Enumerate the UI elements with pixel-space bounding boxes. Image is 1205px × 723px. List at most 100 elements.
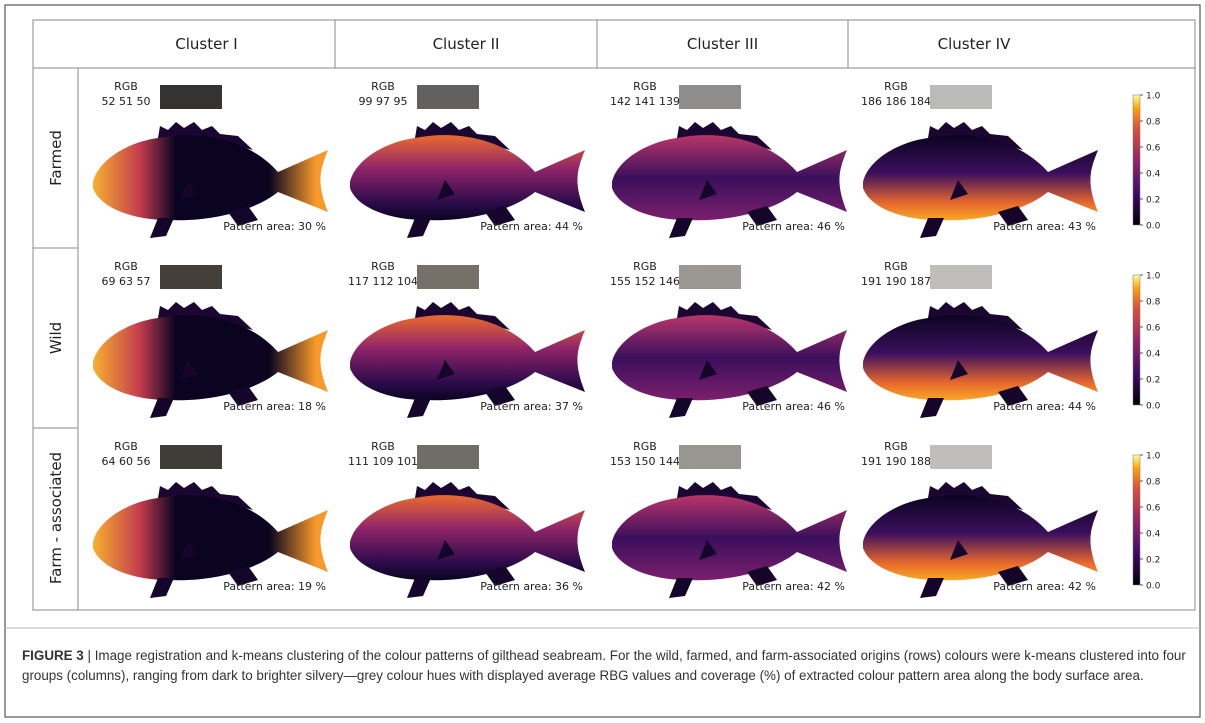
rgb-label: RGB bbox=[633, 80, 657, 93]
rgb-label: RGB bbox=[884, 80, 908, 93]
colour-swatch bbox=[930, 265, 992, 289]
rgb-label: RGB bbox=[633, 440, 657, 453]
colorbar-tick-label: 0.6 bbox=[1146, 144, 1161, 154]
rgb-values: 142 141 139 bbox=[610, 95, 680, 108]
fish-fin bbox=[920, 398, 944, 418]
fish-fin bbox=[699, 180, 717, 200]
rgb-label: RGB bbox=[114, 260, 138, 273]
colorbar-tick-label: 0.4 bbox=[1146, 350, 1161, 360]
fish-body bbox=[612, 135, 847, 221]
fish-fin bbox=[437, 540, 455, 560]
fish-fin bbox=[747, 566, 777, 586]
colour-swatch bbox=[417, 445, 479, 469]
fish-fin bbox=[180, 180, 198, 200]
column-header: Cluster IV bbox=[938, 35, 1011, 53]
pattern-area: Pattern area: 46 % bbox=[742, 400, 845, 413]
rgb-values: 153 150 144 bbox=[610, 455, 680, 468]
colorbar-tick-label: 0.8 bbox=[1146, 118, 1161, 128]
fish-body bbox=[612, 315, 847, 401]
rgb-label: RGB bbox=[884, 260, 908, 273]
fish-heatmap bbox=[93, 302, 328, 418]
fish-fin bbox=[699, 360, 717, 380]
colour-swatch bbox=[160, 445, 222, 469]
rgb-label: RGB bbox=[371, 80, 395, 93]
colour-swatch bbox=[679, 445, 741, 469]
colorbar-tick-label: 0.2 bbox=[1146, 376, 1160, 386]
pattern-area: Pattern area: 44 % bbox=[993, 400, 1096, 413]
fish-heatmap bbox=[350, 302, 585, 418]
fish-body bbox=[612, 495, 847, 581]
outer-frame bbox=[4, 4, 1201, 718]
colorbar-tick-label: 0.8 bbox=[1146, 298, 1161, 308]
pattern-area: Pattern area: 46 % bbox=[742, 220, 845, 233]
rgb-label: RGB bbox=[633, 260, 657, 273]
row-label: Farm - associated bbox=[47, 452, 65, 584]
colorbar-tick-label: 1.0 bbox=[1146, 452, 1161, 462]
rgb-values: 52 51 50 bbox=[102, 95, 151, 108]
colorbar-tick-label: 0.8 bbox=[1146, 478, 1161, 488]
fish-heatmap bbox=[350, 482, 585, 598]
rgb-values: 99 97 95 bbox=[359, 95, 408, 108]
pattern-area: Pattern area: 42 % bbox=[742, 580, 845, 593]
fish-fin bbox=[485, 386, 515, 406]
colour-swatch bbox=[679, 265, 741, 289]
colour-swatch bbox=[679, 85, 741, 109]
rgb-label: RGB bbox=[114, 440, 138, 453]
rgb-values: 64 60 56 bbox=[102, 455, 151, 468]
fish-fin bbox=[998, 386, 1028, 406]
colorbar-tick-label: 0.0 bbox=[1146, 222, 1161, 232]
fish-fin bbox=[407, 578, 431, 598]
colour-swatch bbox=[160, 85, 222, 109]
colour-swatch bbox=[160, 265, 222, 289]
fish-fin bbox=[920, 218, 944, 238]
colour-swatch bbox=[417, 265, 479, 289]
fish-heatmap bbox=[612, 302, 847, 418]
fish-fin bbox=[150, 218, 174, 238]
fish-body bbox=[863, 135, 1098, 221]
rgb-values: 186 186 184 bbox=[861, 95, 931, 108]
fish-body bbox=[350, 315, 585, 401]
fish-fin bbox=[485, 206, 515, 226]
pattern-area: Pattern area: 18 % bbox=[223, 400, 326, 413]
fish-fin bbox=[950, 180, 968, 200]
fish-heatmap bbox=[863, 482, 1098, 598]
fish-fin bbox=[747, 206, 777, 226]
fish-fin bbox=[747, 386, 777, 406]
rgb-label: RGB bbox=[371, 440, 395, 453]
colorbar bbox=[1132, 274, 1141, 406]
row-label: Farmed bbox=[47, 130, 65, 186]
colorbar-tick-label: 1.0 bbox=[1146, 272, 1161, 282]
fish-heatmap bbox=[863, 302, 1098, 418]
rgb-values: 155 152 146 bbox=[610, 275, 680, 288]
fish-body bbox=[350, 135, 585, 221]
fish-fin bbox=[920, 578, 944, 598]
pattern-area: Pattern area: 44 % bbox=[480, 220, 583, 233]
fish-fin bbox=[437, 180, 455, 200]
caption: FIGURE 3 | Image registration and k-mean… bbox=[22, 646, 1187, 686]
fish-body bbox=[863, 495, 1098, 581]
column-header: Cluster III bbox=[687, 35, 758, 53]
colorbar-tick-label: 0.6 bbox=[1146, 504, 1161, 514]
pattern-area: Pattern area: 36 % bbox=[480, 580, 583, 593]
fish-fin bbox=[228, 206, 258, 226]
fish-fin bbox=[699, 540, 717, 560]
fish-fin bbox=[150, 578, 174, 598]
fish-heatmap bbox=[93, 122, 328, 238]
colour-swatch bbox=[930, 445, 992, 469]
fish-fin bbox=[407, 218, 431, 238]
rgb-values: 111 109 101 bbox=[348, 455, 418, 468]
colorbar-tick-label: 0.4 bbox=[1146, 530, 1161, 540]
colorbar-tick-label: 1.0 bbox=[1146, 92, 1161, 102]
fish-body bbox=[350, 495, 585, 581]
fish-heatmap bbox=[350, 122, 585, 238]
rgb-label: RGB bbox=[114, 80, 138, 93]
column-header: Cluster I bbox=[175, 35, 237, 53]
fish-fin bbox=[485, 566, 515, 586]
pattern-area: Pattern area: 19 % bbox=[223, 580, 326, 593]
fish-fin bbox=[669, 218, 693, 238]
rgb-label: RGB bbox=[371, 260, 395, 273]
fish-fin bbox=[950, 540, 968, 560]
fish-fin bbox=[669, 578, 693, 598]
